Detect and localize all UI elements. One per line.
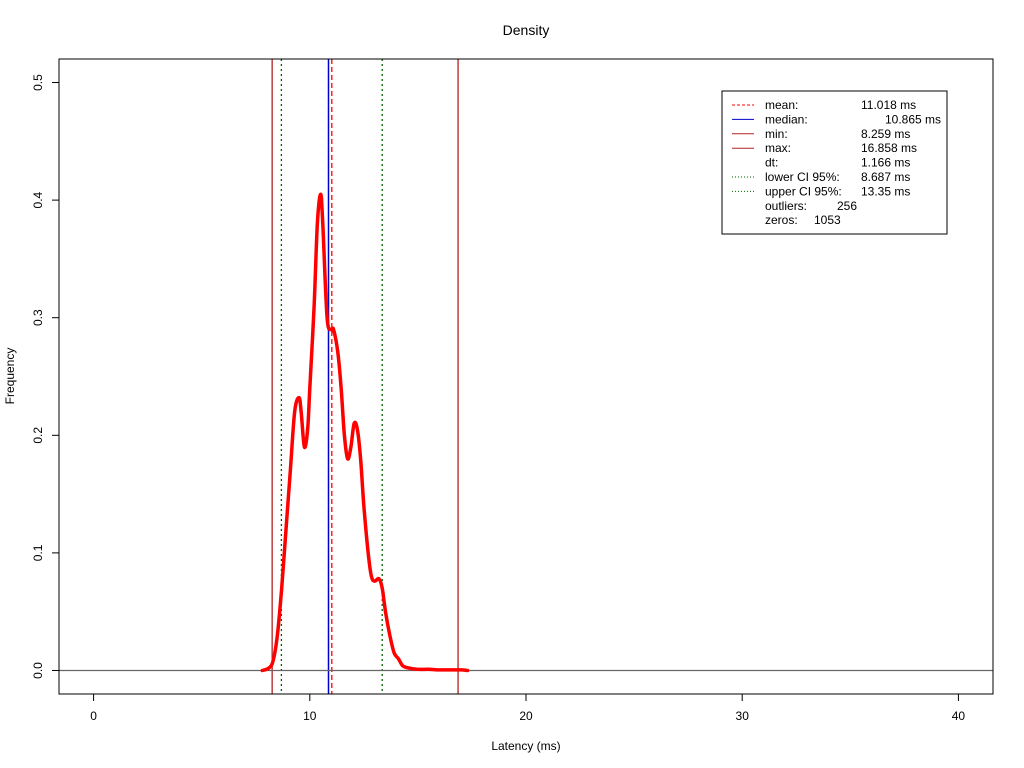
x-axis-label: Latency (ms) bbox=[491, 739, 560, 753]
y-tick-label: 0.3 bbox=[31, 309, 45, 326]
x-tick-label: 40 bbox=[952, 709, 966, 723]
x-tick-label: 20 bbox=[519, 709, 533, 723]
legend-value: 8.687 ms bbox=[861, 170, 910, 184]
legend-box bbox=[721, 90, 948, 235]
y-tick-label: 0.5 bbox=[31, 74, 45, 91]
legend-value: 11.018 ms bbox=[861, 98, 916, 112]
legend-value: 16.858 ms bbox=[861, 141, 917, 155]
reference-lines bbox=[271, 59, 459, 694]
legend-value: 1053 bbox=[814, 213, 841, 227]
x-tick-label: 10 bbox=[303, 709, 317, 723]
legend-value: 10.865 ms bbox=[885, 112, 941, 126]
density-curve bbox=[260, 192, 470, 673]
legend-value: 13.35 ms bbox=[861, 184, 910, 198]
y-tick-label: 0.1 bbox=[31, 544, 45, 561]
legend-label: dt: bbox=[765, 156, 778, 170]
chart-title: Density bbox=[503, 22, 550, 38]
x-tick-label: 0 bbox=[90, 709, 97, 723]
legend: mean: 11.018 ms median: 10.865 ms min: 8.259 … bbox=[721, 90, 948, 235]
y-tick-label: 0.4 bbox=[31, 191, 45, 208]
y-tick-label: 0.0 bbox=[31, 662, 45, 679]
legend-label: upper CI 95%: bbox=[765, 184, 842, 198]
legend-label: max: bbox=[765, 141, 791, 155]
legend-label: lower CI 95%: bbox=[765, 170, 840, 184]
plot-frame bbox=[58, 58, 994, 695]
legend-value: 256 bbox=[837, 199, 857, 213]
legend-label: mean: bbox=[765, 98, 798, 112]
y-tick-label: 0.2 bbox=[31, 427, 45, 444]
y-axis-label: Frequency bbox=[3, 348, 17, 405]
legend-label: outliers: bbox=[765, 199, 807, 213]
legend-value: 8.259 ms bbox=[861, 127, 910, 141]
legend-label: zeros: bbox=[765, 213, 798, 227]
legend-value: 1.166 ms bbox=[861, 156, 910, 170]
density-series bbox=[260, 192, 470, 673]
legend-label: min: bbox=[765, 127, 788, 141]
axes: 0 10 20 30 40 0.0 0.1 0.2 0.3 0.4 0.5 bbox=[31, 74, 965, 723]
legend-label: median: bbox=[765, 112, 808, 126]
x-tick-label: 30 bbox=[736, 709, 750, 723]
